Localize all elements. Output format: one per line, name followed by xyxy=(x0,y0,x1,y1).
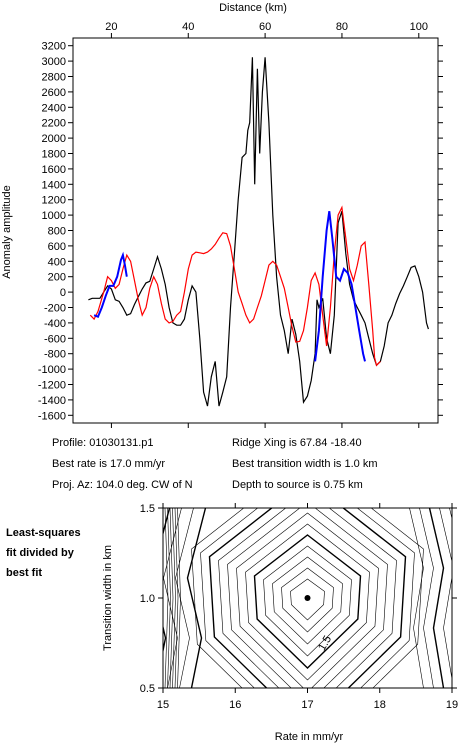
contour-line xyxy=(218,508,397,688)
y-tick-label: 600 xyxy=(48,241,66,253)
contour-line xyxy=(191,508,424,688)
series-line xyxy=(89,205,381,367)
y-tick-label: -1200 xyxy=(38,380,66,392)
source-depth: Depth to source is 0.75 km xyxy=(232,479,363,491)
contour-line xyxy=(428,508,445,688)
y-tick-label: 0 xyxy=(60,287,66,299)
y-tick-label: -400 xyxy=(44,318,66,330)
y-tick-label: 0.5 xyxy=(140,683,155,695)
contour-line xyxy=(169,508,174,688)
y-tick-label: 400 xyxy=(48,256,66,268)
contour-line xyxy=(200,508,415,688)
contour-line xyxy=(409,508,424,688)
x-tick-label: 80 xyxy=(336,21,348,33)
top-chart-ticks: 20 40 60 80 100 -1600 -1400 -1200 -1000 -800 -600 -… xyxy=(38,21,443,428)
contour-line xyxy=(175,508,194,688)
contour-description-line: Least-squares xyxy=(6,527,81,539)
y-tick-label: -1400 xyxy=(38,395,66,407)
y-tick-label: 1600 xyxy=(42,164,66,176)
contour-chart-xlabel: Rate in mm/yr xyxy=(275,731,344,743)
contour-group xyxy=(163,508,467,688)
contour-line xyxy=(253,534,362,669)
contour-line xyxy=(236,512,379,688)
contour-line xyxy=(167,508,171,688)
y-tick-label: 2600 xyxy=(42,87,66,99)
x-tick-label: 18 xyxy=(374,699,386,711)
y-tick-label: 200 xyxy=(48,272,66,284)
top-chart-ylabel: Anomaly amplitude xyxy=(1,185,13,279)
contour-line xyxy=(227,508,388,688)
x-tick-label: 19 xyxy=(446,699,458,711)
contour-line xyxy=(460,508,467,688)
contour-description: Least-squares fit divided by best fit xyxy=(6,523,81,583)
contour-line xyxy=(439,508,452,681)
y-tick-label: -600 xyxy=(44,333,66,345)
top-chart-frame xyxy=(72,37,439,424)
series-line xyxy=(93,251,128,318)
best-transition-width: Best transition width is 1.0 km xyxy=(232,458,378,470)
y-tick-label: 2800 xyxy=(42,72,66,84)
contour-value-label: 1.5 xyxy=(316,634,334,653)
x-tick-label: 20 xyxy=(105,21,117,33)
y-tick-label: 800 xyxy=(48,226,66,238)
y-tick-label: 2000 xyxy=(42,133,66,145)
profile-id: Profile: 01030131.p1 xyxy=(52,437,154,449)
contour-line xyxy=(177,508,181,688)
x-tick-label: 16 xyxy=(229,699,241,711)
contour-description-line: fit divided by xyxy=(6,547,74,559)
y-tick-label: 2200 xyxy=(42,118,66,130)
contour-line xyxy=(419,508,434,688)
contour-chart-ylabel: Transition width in km xyxy=(102,545,114,651)
x-tick-label: 60 xyxy=(259,21,271,33)
contour-line xyxy=(164,508,169,688)
y-tick-label: -1000 xyxy=(38,364,66,376)
contour-line xyxy=(186,508,207,688)
y-tick-label: 3200 xyxy=(42,41,66,53)
contour-line xyxy=(281,567,334,633)
series-line xyxy=(314,211,366,362)
x-tick-label: 100 xyxy=(410,21,428,33)
x-tick-label: 15 xyxy=(157,699,169,711)
y-tick-label: 1200 xyxy=(42,195,66,207)
y-tick-label: 3000 xyxy=(42,56,66,68)
y-tick-label: 1800 xyxy=(42,149,66,161)
series-line xyxy=(88,57,429,407)
y-tick-label: 1.5 xyxy=(140,503,155,515)
ridge-crossing: Ridge Xing is 67.84 -18.40 xyxy=(232,437,362,449)
y-tick-label: 1.0 xyxy=(140,593,155,605)
contour-line xyxy=(172,508,176,688)
y-tick-label: 1400 xyxy=(42,179,66,191)
contour-line xyxy=(245,523,370,681)
contour-line xyxy=(174,508,179,688)
contour-chart-ticks: 15 16 17 18 19 0.5 1.0 1.5 xyxy=(140,503,458,711)
y-tick-label: -800 xyxy=(44,349,66,361)
best-rate: Best rate is 17.0 mm/yr xyxy=(52,458,166,470)
contour-line xyxy=(263,545,352,657)
y-tick-label: 1000 xyxy=(42,210,66,222)
top-chart-series xyxy=(88,57,429,407)
contour-line xyxy=(163,508,182,688)
contour-line xyxy=(290,578,325,621)
y-tick-label: -200 xyxy=(44,303,66,315)
contour-line xyxy=(272,556,343,645)
projection-azimuth: Proj. Az: 104.0 deg. CW of N xyxy=(52,479,193,491)
y-tick-label: 2400 xyxy=(42,102,66,114)
x-tick-label: 40 xyxy=(182,21,194,33)
contour-line xyxy=(208,508,407,688)
y-tick-label: -1600 xyxy=(38,410,66,422)
contour-lines xyxy=(163,508,467,688)
contour-description-line: best fit xyxy=(6,567,43,579)
best-fit-marker xyxy=(304,595,311,601)
top-chart-xlabel: Distance (km) xyxy=(219,2,287,14)
x-tick-label: 17 xyxy=(301,699,313,711)
